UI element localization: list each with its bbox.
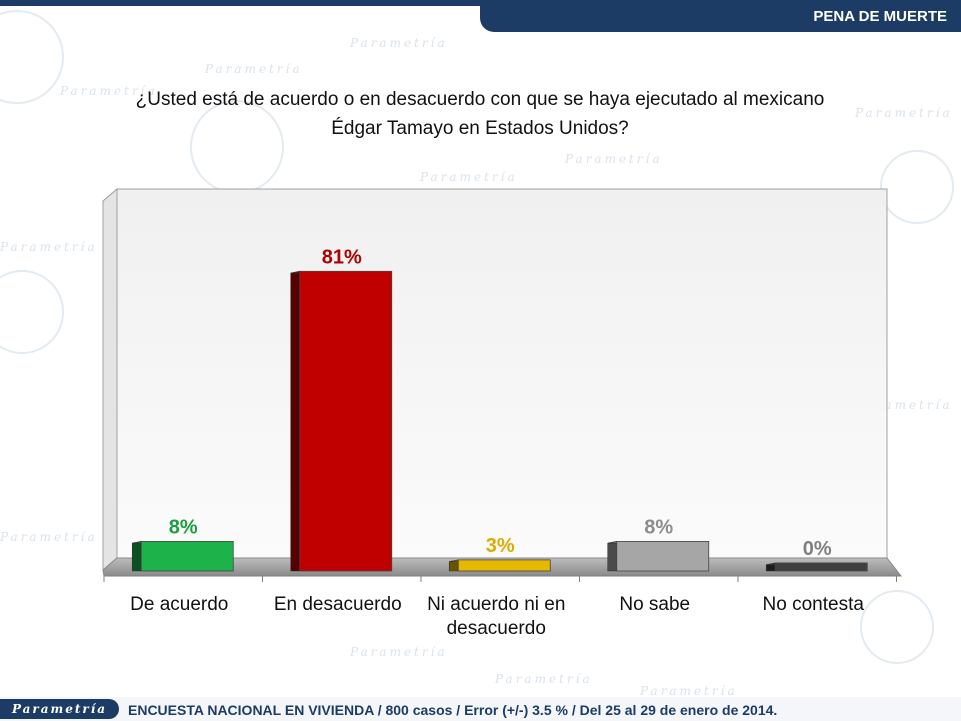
- footer-logo-text: Parametría: [11, 702, 108, 716]
- bar-side-face: [290, 270, 301, 572]
- bar: [607, 541, 710, 572]
- bar-value-label: 81%: [322, 246, 362, 268]
- watermark-circle-icon: [880, 150, 954, 224]
- bar-front-face: [457, 559, 551, 572]
- category-label: No sabe: [619, 594, 690, 615]
- bar-side-face: [607, 541, 618, 572]
- footer-logo: Parametría: [0, 699, 119, 719]
- watermark-circle-icon: [860, 590, 934, 664]
- section-title: PENA DE MUERTE: [813, 7, 947, 25]
- category-label: Ni acuerdo ni en: [427, 594, 565, 615]
- category-label: desacuerdo: [447, 618, 546, 639]
- bar-front-face: [616, 541, 710, 572]
- question-text: ¿Usted está de acuerdo o en desacuerdo c…: [60, 85, 900, 143]
- value-labels: 8% 81% 3% 8% 0%: [169, 246, 832, 560]
- section-badge: PENA DE MUERTE: [480, 0, 961, 32]
- question-line-2: Édgar Tamayo en Estados Unidos?: [331, 118, 629, 139]
- watermark-text: Parametría: [60, 84, 158, 98]
- x-axis-ticks: [103, 576, 897, 582]
- plot-left-wall: [102, 187, 118, 572]
- watermark-text: Parametría: [420, 170, 518, 184]
- bar-value-label: 8%: [644, 516, 673, 538]
- category-label: No contesta: [763, 594, 865, 615]
- watermark-text: Parametría: [205, 62, 303, 76]
- survey-footnote: ENCUESTA NACIONAL EN VIVIENDA / 800 caso…: [128, 702, 778, 718]
- watermark-text: Parametría: [0, 240, 98, 254]
- category-labels: De acuerdo En desacuerdo Ni acuerdo ni en d…: [130, 594, 864, 639]
- category-label: De acuerdo: [130, 594, 228, 615]
- watermark-text: Parametría: [350, 645, 448, 659]
- category-label: En desacuerdo: [274, 594, 402, 615]
- watermark-text: Parametría: [855, 106, 953, 120]
- bar: [448, 559, 551, 572]
- bar-value-label: 3%: [486, 535, 515, 557]
- bar-front-face: [299, 270, 393, 572]
- watermark-text: Parametría: [640, 684, 738, 698]
- bar-value-label: 0%: [803, 538, 832, 560]
- watermark-text: Parametría: [565, 152, 663, 166]
- bar: [765, 562, 868, 572]
- watermark-text: Parametría: [495, 672, 593, 686]
- plot-back-wall: [116, 188, 888, 559]
- bar-front-face: [140, 541, 234, 572]
- bar-value-label: 8%: [169, 516, 198, 538]
- bar-front-face: [774, 562, 868, 572]
- bar: [290, 270, 393, 572]
- watermark-text: Parametría: [0, 530, 98, 544]
- bar-side-face: [131, 541, 142, 572]
- bar-series: [131, 270, 868, 572]
- question-line-1: ¿Usted está de acuerdo o en desacuerdo c…: [135, 89, 825, 110]
- bar: [131, 541, 234, 572]
- watermark-text: Parametría: [350, 36, 448, 50]
- footer-bar: [0, 697, 961, 721]
